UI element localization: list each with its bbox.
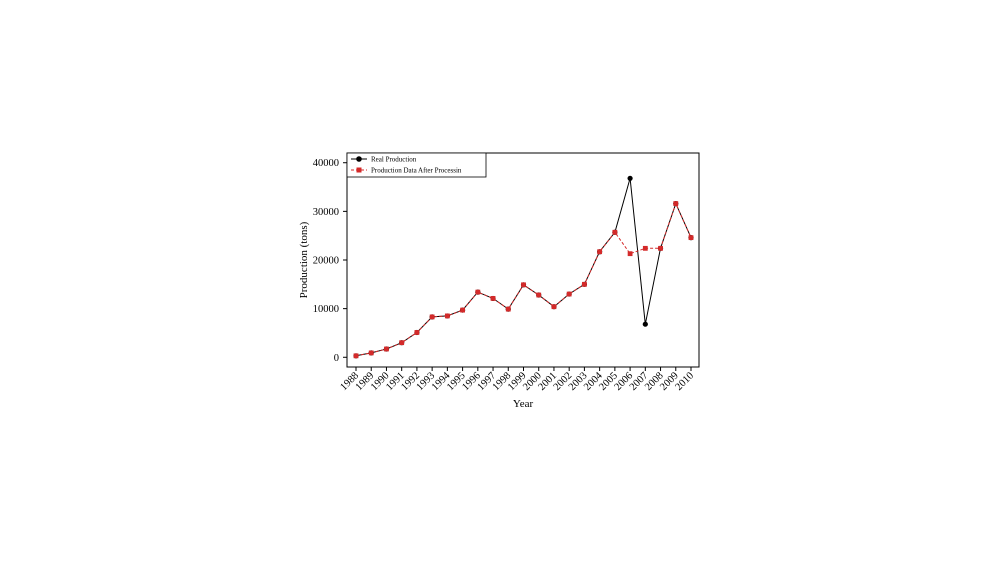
data-point-processed bbox=[353, 353, 359, 359]
x-axis: 1988198919901991199219931994199519961997… bbox=[338, 367, 696, 393]
x-tick-label: 2010 bbox=[673, 370, 696, 393]
data-point-processed bbox=[414, 330, 420, 335]
data-point-processed bbox=[642, 245, 648, 251]
legend-label-processed: Production Data After Processin bbox=[371, 167, 462, 175]
data-point-processed bbox=[536, 292, 542, 298]
data-point-processed bbox=[658, 245, 663, 251]
y-tick-label: 30000 bbox=[313, 207, 339, 218]
data-point-processed bbox=[612, 229, 618, 235]
data-point-processed bbox=[368, 350, 374, 356]
data-point-processed bbox=[597, 249, 603, 255]
legend: Real Production Production Data After Pr… bbox=[346, 152, 487, 178]
legend-marker-processed bbox=[356, 167, 362, 173]
data-point-real bbox=[627, 175, 633, 181]
data-point-processed bbox=[490, 296, 496, 301]
data-point-processed bbox=[551, 304, 557, 310]
series-markers bbox=[353, 175, 694, 359]
y-tick-label: 10000 bbox=[313, 304, 339, 315]
legend-label-real: Real Production bbox=[371, 156, 417, 164]
data-point-processed bbox=[566, 291, 572, 297]
data-point-processed bbox=[688, 235, 694, 241]
data-point-real bbox=[642, 321, 648, 327]
y-axis-title: Production (tons) bbox=[298, 221, 310, 298]
data-point-processed bbox=[429, 314, 435, 320]
data-point-processed bbox=[673, 201, 679, 206]
legend-box bbox=[346, 152, 487, 178]
y-axis: 0 10000 20000 30000 40000 bbox=[313, 158, 347, 364]
y-tick-label: 0 bbox=[334, 353, 339, 364]
data-point-processed bbox=[521, 282, 526, 288]
data-point-processed bbox=[444, 313, 450, 319]
y-tick-label: 20000 bbox=[313, 256, 339, 267]
series-lines bbox=[355, 178, 692, 357]
data-point-processed bbox=[627, 251, 633, 257]
series-line-0 bbox=[355, 178, 692, 357]
data-point-processed bbox=[399, 340, 405, 346]
data-point-processed bbox=[384, 346, 389, 352]
data-point-processed bbox=[460, 307, 465, 313]
plot-frame bbox=[346, 152, 700, 368]
data-point-processed bbox=[582, 281, 587, 287]
legend-marker-real bbox=[356, 156, 362, 162]
data-point-processed bbox=[505, 306, 511, 312]
y-tick-label: 40000 bbox=[313, 158, 339, 169]
x-axis-title: Year bbox=[513, 398, 534, 410]
data-point-processed bbox=[475, 289, 481, 295]
